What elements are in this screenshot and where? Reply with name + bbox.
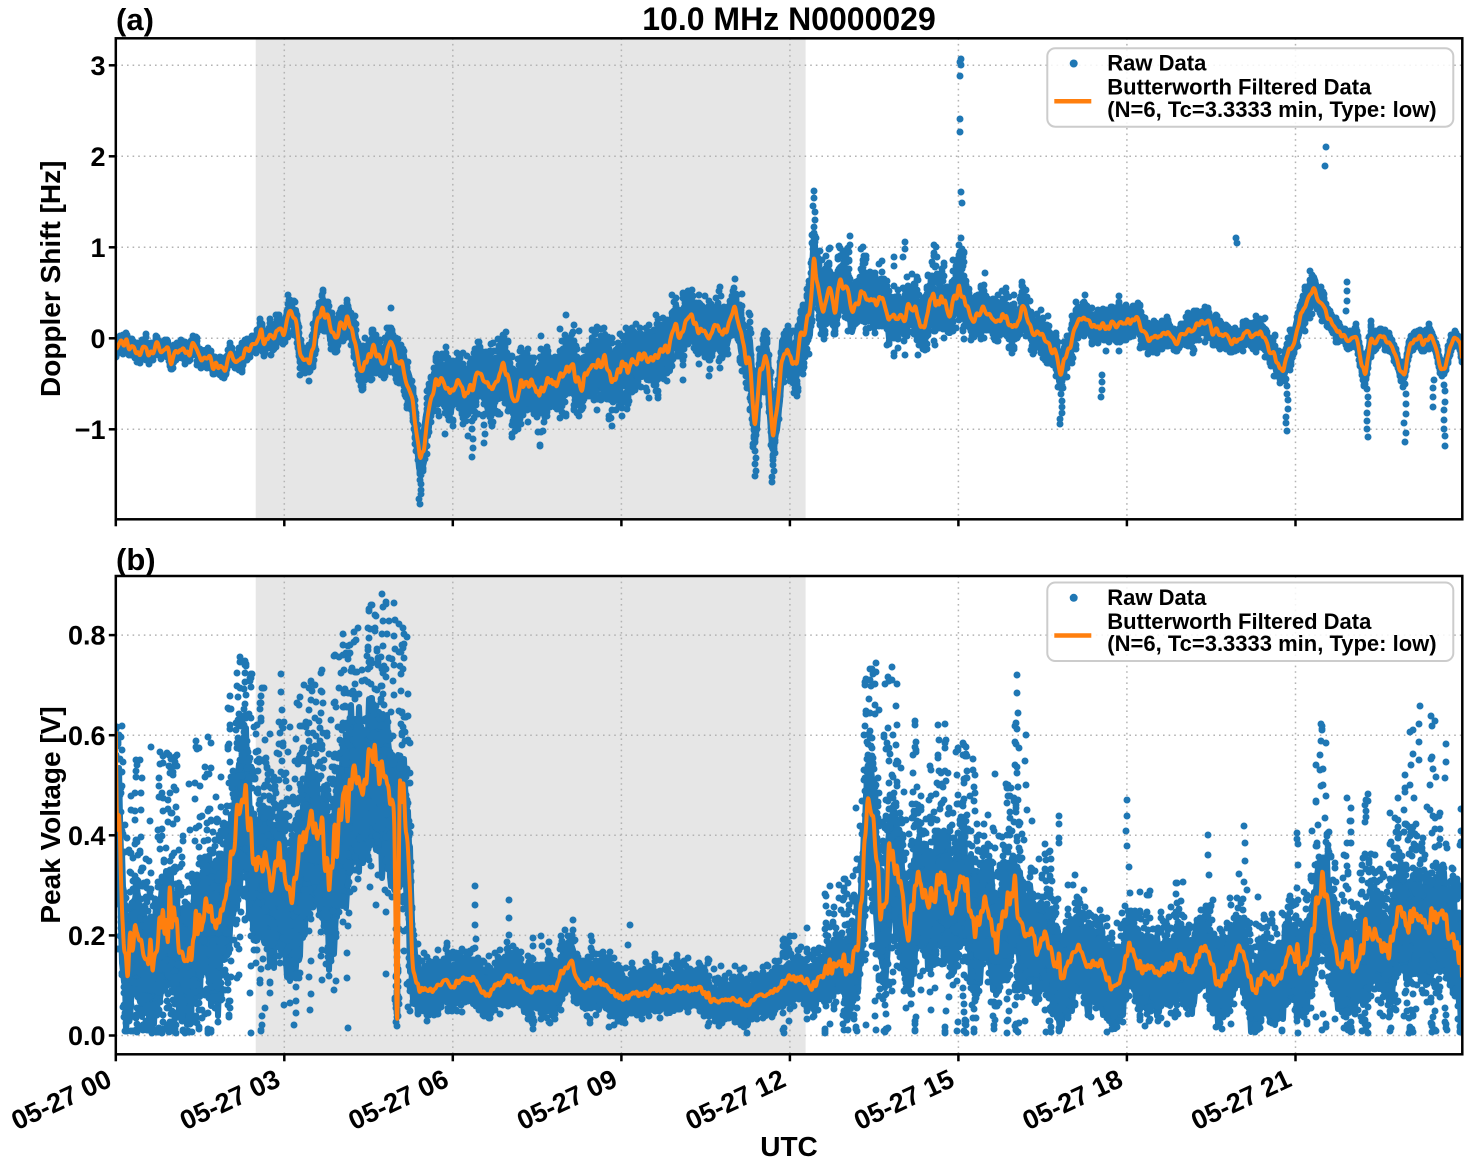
svg-text:Raw Data: Raw Data <box>1107 585 1207 610</box>
svg-text:(a): (a) <box>116 2 154 37</box>
svg-text:0.2: 0.2 <box>68 921 106 951</box>
svg-text:1: 1 <box>90 233 105 263</box>
svg-text:0.4: 0.4 <box>68 821 106 851</box>
svg-text:UTC: UTC <box>760 1131 818 1162</box>
svg-text:(N=6, Tc=3.3333 min, Type: low: (N=6, Tc=3.3333 min, Type: low) <box>1107 97 1436 122</box>
svg-text:Butterworth Filtered Data: Butterworth Filtered Data <box>1107 609 1372 634</box>
svg-text:Raw Data: Raw Data <box>1107 51 1207 76</box>
svg-text:0.0: 0.0 <box>68 1021 106 1051</box>
svg-text:0: 0 <box>90 324 105 354</box>
svg-text:Peak Voltage [V]: Peak Voltage [V] <box>35 706 66 923</box>
svg-text:10.0 MHz N0000029: 10.0 MHz N0000029 <box>642 1 936 37</box>
svg-text:2: 2 <box>90 142 105 172</box>
svg-text:0.6: 0.6 <box>68 721 106 751</box>
svg-text:Butterworth Filtered Data: Butterworth Filtered Data <box>1107 75 1372 100</box>
svg-text:Doppler Shift [Hz]: Doppler Shift [Hz] <box>35 161 66 397</box>
svg-text:(b): (b) <box>116 542 156 577</box>
svg-text:(N=6, Tc=3.3333 min, Type: low: (N=6, Tc=3.3333 min, Type: low) <box>1107 631 1436 656</box>
svg-text:3: 3 <box>90 51 105 81</box>
svg-text:0.8: 0.8 <box>68 621 106 651</box>
svg-text:−1: −1 <box>75 415 106 445</box>
